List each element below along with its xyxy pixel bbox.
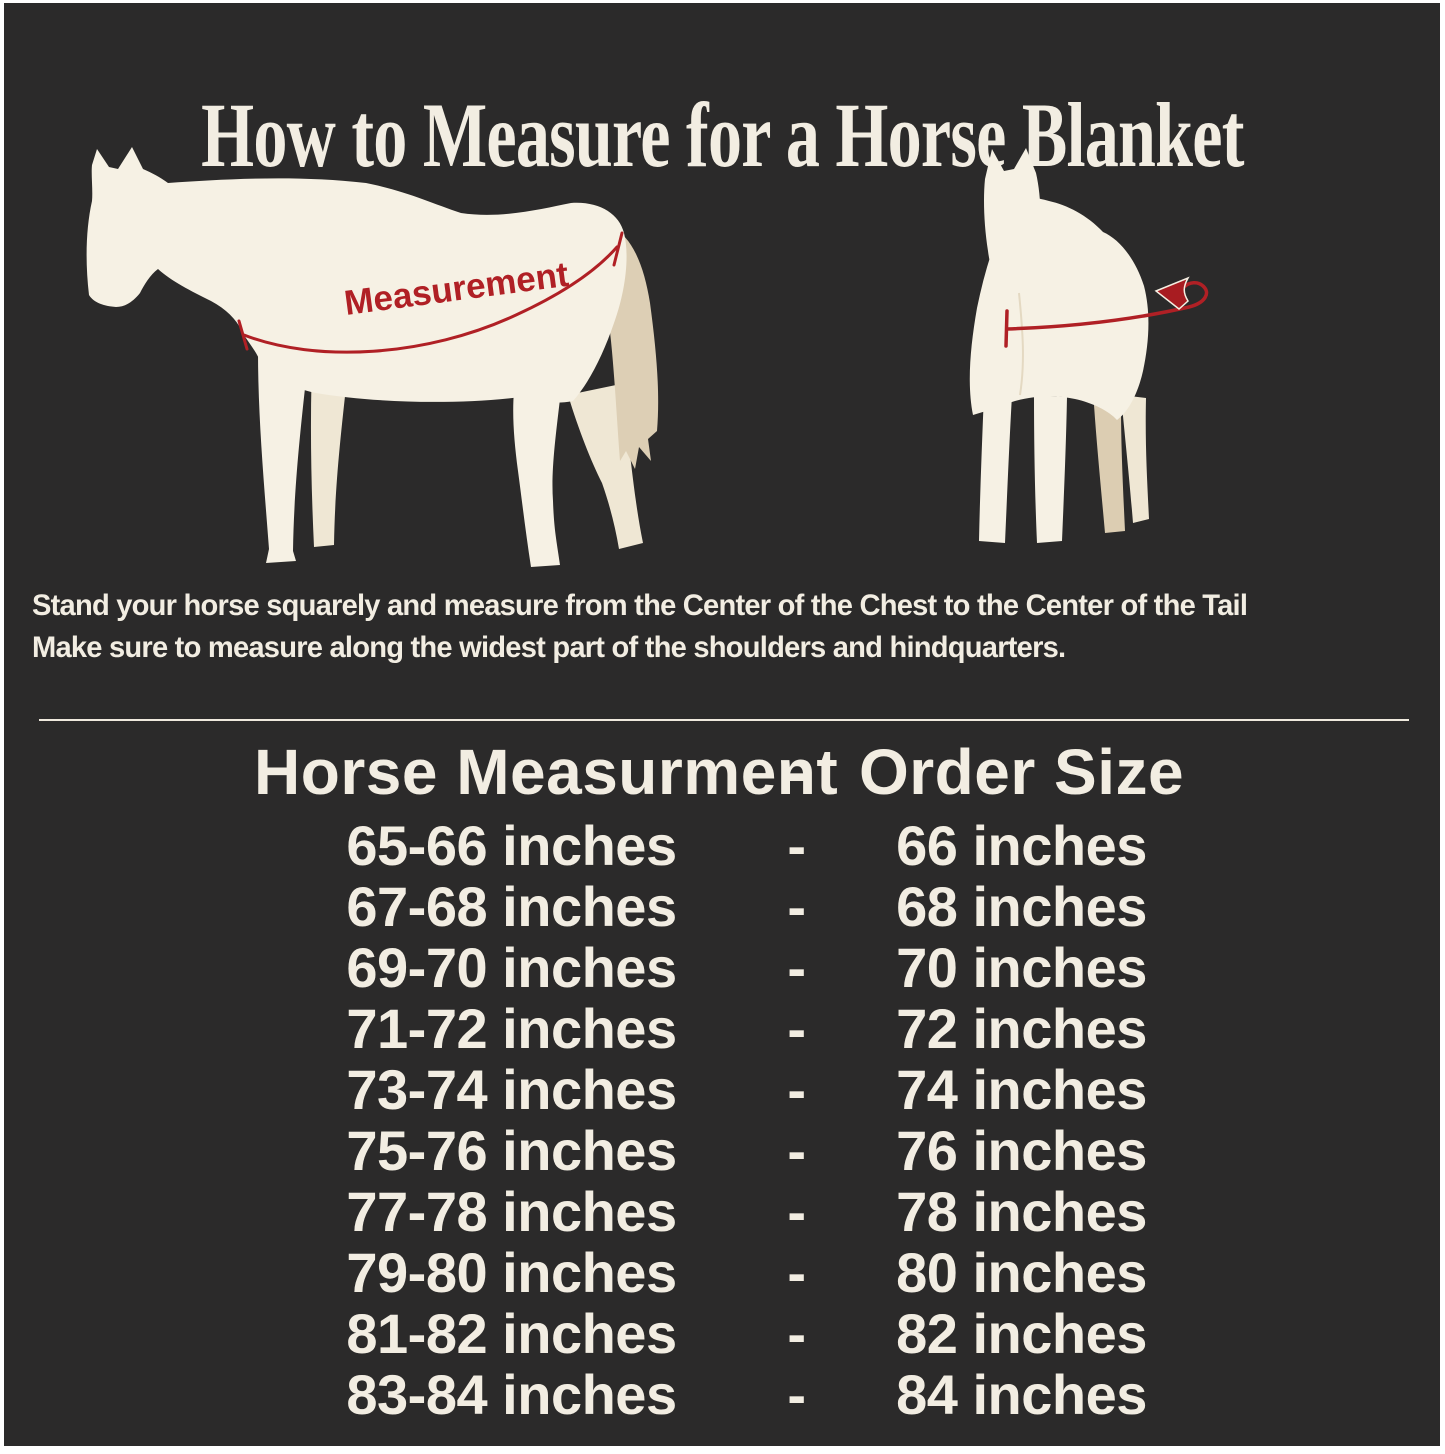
- size-table-rows: 65-66 inches - 66 inches 67-68 inches - 68 in…: [4, 815, 1445, 1425]
- size-table: Horse Measurment - Order Size 65-66 inch…: [4, 739, 1445, 1425]
- measurement-cell: 83-84 inches: [346, 1363, 677, 1426]
- instruction-line-2: Make sure to measure along the widest pa…: [32, 631, 1066, 664]
- separator-cell: -: [787, 814, 806, 877]
- side-view-horse-illustration: Measurement: [76, 143, 716, 583]
- front-horse-hind-leg-far: [1121, 395, 1149, 523]
- header-separator: -: [785, 736, 808, 808]
- measurement-cell: 69-70 inches: [346, 936, 677, 999]
- page-title: How to Measure for a Horse Blanket: [4, 89, 1440, 181]
- measurement-cell: 71-72 inches: [346, 997, 677, 1060]
- front-horse-front-left-leg: [979, 393, 1012, 543]
- separator-cell: -: [787, 1180, 806, 1243]
- table-row: 79-80 inches - 80 inches: [4, 1242, 1445, 1303]
- separator-cell: -: [787, 1058, 806, 1121]
- order-size-cell: 84 inches: [896, 1363, 1147, 1426]
- measurement-arrow-icon: [1154, 276, 1190, 310]
- side-horse-near-front-leg: [258, 351, 308, 563]
- side-horse-svg: Measurement: [86, 147, 659, 567]
- measurement-cell: 79-80 inches: [346, 1241, 677, 1304]
- table-row: 75-76 inches - 76 inches: [4, 1120, 1445, 1181]
- order-size-cell: 80 inches: [896, 1241, 1147, 1304]
- side-horse-far-front-leg: [310, 363, 348, 547]
- page-title-text: How to Measure for a Horse Blanket: [200, 83, 1244, 186]
- instructions-text: Stand your horse squarely and measure fr…: [32, 585, 1285, 669]
- separator-cell: -: [787, 997, 806, 1060]
- header-order-size: Order Size: [858, 736, 1185, 808]
- instruction-line-1: Stand your horse squarely and measure fr…: [32, 589, 1248, 622]
- separator-cell: -: [787, 1363, 806, 1426]
- separator-cell: -: [787, 875, 806, 938]
- table-row: 83-84 inches - 84 inches: [4, 1364, 1445, 1425]
- table-row: 71-72 inches - 72 inches: [4, 998, 1445, 1059]
- table-row: 81-82 inches - 82 inches: [4, 1303, 1445, 1364]
- table-row: 65-66 inches - 66 inches: [4, 815, 1445, 876]
- order-size-cell: 76 inches: [896, 1119, 1147, 1182]
- side-horse-measurement-line: [237, 231, 624, 354]
- order-size-cell: 68 inches: [896, 875, 1147, 938]
- side-horse-near-hind-leg: [513, 391, 560, 567]
- measurement-cell: 67-68 inches: [346, 875, 677, 938]
- measurement-cell: 65-66 inches: [346, 814, 677, 877]
- table-row: 67-68 inches - 68 inches: [4, 876, 1445, 937]
- table-row: 77-78 inches - 78 inches: [4, 1181, 1445, 1242]
- measurement-cell: 75-76 inches: [346, 1119, 677, 1182]
- order-size-cell: 74 inches: [896, 1058, 1147, 1121]
- front-horse-head: [984, 148, 1041, 287]
- front-view-horse-illustration: [957, 143, 1219, 583]
- front-horse-chest-crease: [1018, 292, 1024, 396]
- header-horse-measurement: Horse Measurment: [254, 736, 839, 808]
- measurement-cell: 73-74 inches: [346, 1058, 677, 1121]
- order-size-cell: 82 inches: [896, 1302, 1147, 1365]
- separator-cell: -: [787, 1119, 806, 1182]
- order-size-cell: 70 inches: [896, 936, 1147, 999]
- measurement-cell: 77-78 inches: [346, 1180, 677, 1243]
- side-horse-body: [86, 147, 627, 403]
- front-horse-svg: [969, 148, 1209, 543]
- order-size-cell: 66 inches: [896, 814, 1147, 877]
- infographic-panel: How to Measure for a Horse Blanket M: [4, 3, 1440, 1446]
- front-horse-hind-leg-shaded: [1094, 405, 1125, 533]
- order-size-cell: 78 inches: [896, 1180, 1147, 1243]
- divider-line: [39, 719, 1409, 721]
- measurement-cell: 81-82 inches: [346, 1302, 677, 1365]
- table-row: 73-74 inches - 74 inches: [4, 1059, 1445, 1120]
- separator-cell: -: [787, 1302, 806, 1365]
- separator-cell: -: [787, 936, 806, 999]
- size-table-header: Horse Measurment - Order Size: [4, 739, 1445, 805]
- front-horse-measurement-line: [1004, 281, 1209, 348]
- separator-cell: -: [787, 1241, 806, 1304]
- order-size-cell: 72 inches: [896, 997, 1147, 1060]
- front-horse-front-right-leg: [1034, 395, 1067, 543]
- table-row: 69-70 inches - 70 inches: [4, 937, 1445, 998]
